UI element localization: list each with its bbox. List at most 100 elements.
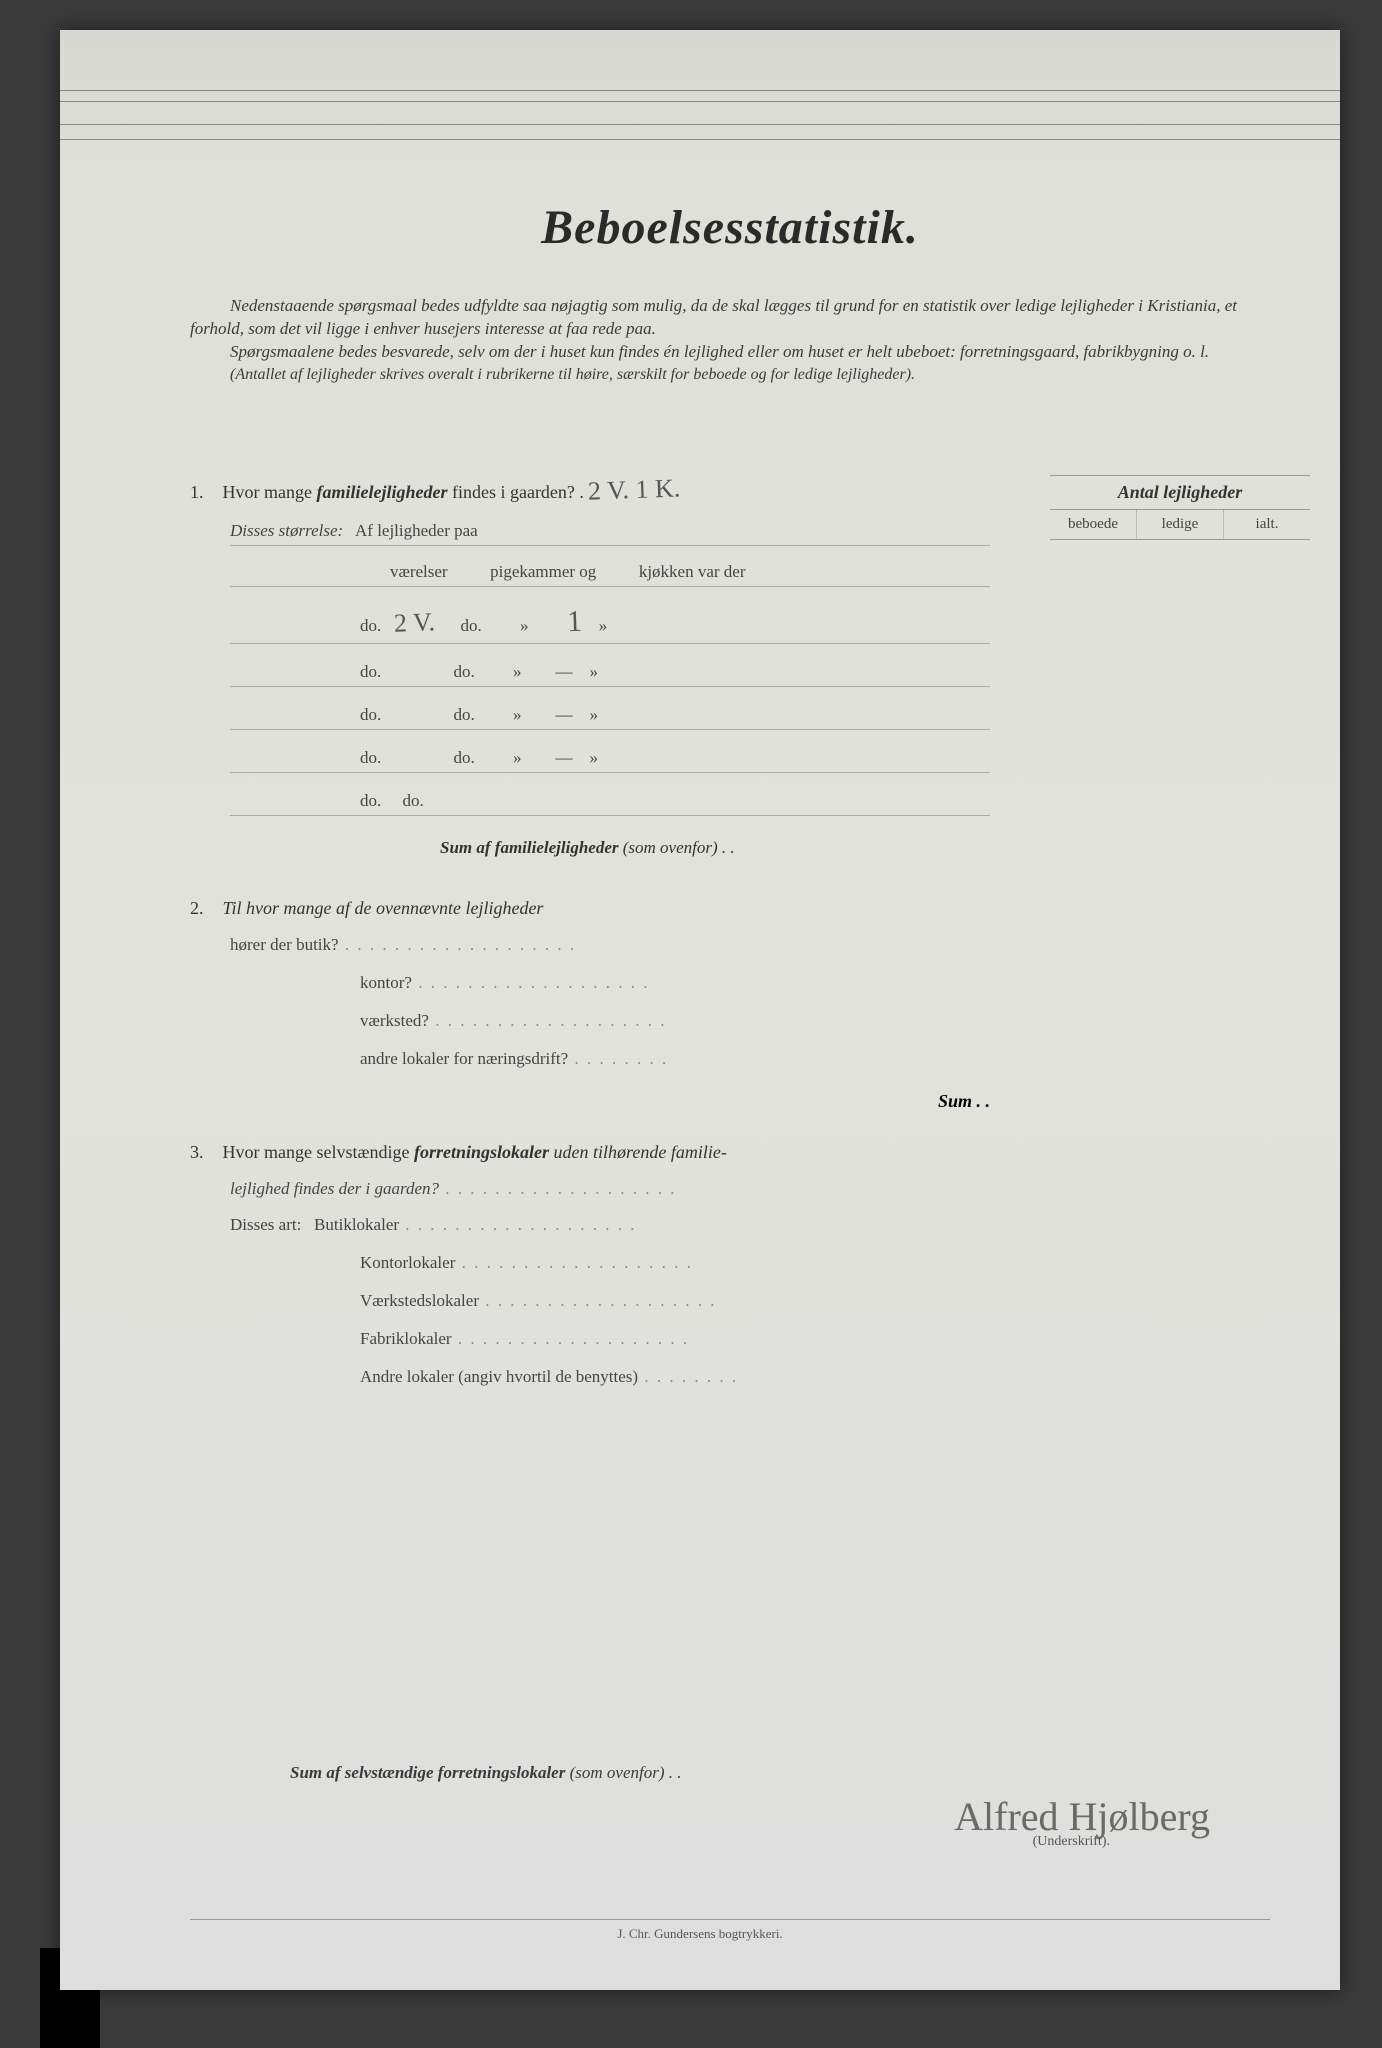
q1-text-b: findes i gaarden? . [447,482,583,502]
rule [230,643,990,644]
top-rules [60,90,1340,140]
q2-vaerksted: værksted? [190,1011,1270,1031]
q1-number: 1. [190,482,218,503]
q2-text: Til hvor mange af de ovennævnte lejlighe… [223,898,544,918]
printer-credit: J. Chr. Gundersens bogtrykkeri. [60,1926,1340,1942]
document-page: Beboelsesstatistik. Nedenstaaende spørgs… [60,30,1340,1990]
page-title: Beboelsesstatistik. [190,200,1270,255]
do-label: do. [360,748,381,767]
form-body: Antal lejligheder beboede ledige ialt. 1… [190,475,1270,1387]
q3-andre-row: Andre lokaler (angiv hvortil de benyttes… [190,1367,1270,1387]
q3-line2-text: lejlighed findes der i gaarden? [230,1179,439,1198]
dots [429,1011,667,1030]
signature-handwritten: Alfred Hjølberg [190,1793,1270,1840]
rule [230,686,990,687]
col-ledige: ledige [1136,510,1223,539]
dots [568,1049,668,1068]
q3-line2: lejlighed findes der i gaarden? [190,1179,1270,1199]
antal-columns: beboede ledige ialt. [1050,510,1310,540]
do-label: do. [360,662,381,681]
row1-hand2: 1 [566,605,582,640]
q2-kontor: kontor? [190,973,1270,993]
q3-kontor: Kontorlokaler [360,1253,455,1272]
q2-vaerksted-label: værksted? [360,1011,429,1030]
q3-vaerk-row: Værkstedslokaler [190,1291,1270,1311]
rule [230,772,990,773]
q3-emph: forretningslokaler [414,1142,549,1162]
q3-kontor-row: Kontorlokaler [190,1253,1270,1273]
sum-familielejligheder: Sum af familielejligheder (som ovenfor) … [190,838,1270,858]
antal-title: Antal lejligheder [1050,475,1310,510]
q3-number: 3. [190,1142,218,1163]
column-headers: værelser pigekammer og kjøkken var der [190,562,1270,582]
hdr-vaerelser: værelser [390,562,448,581]
q1-disses: Disses størrelse: [230,521,343,540]
underskrift-label: (Underskrift). [190,1834,1270,1850]
q3-text-b: uden tilhørende familie- [549,1142,727,1162]
dots [412,973,650,992]
q3-fabrik-row: Fabriklokaler [190,1329,1270,1349]
content-area: Beboelsesstatistik. Nedenstaaende spørgs… [190,200,1270,1387]
sum-fam-label: Sum af familielejligheder [440,838,619,857]
intro-paragraphs: Nedenstaaende spørgsmaal bedes udfyldte … [190,295,1270,385]
rule [230,586,990,587]
do-row-3: do. do. » — » [190,705,1270,725]
row1-hand: 2 V. [393,608,435,639]
q3-fabrik: Fabriklokaler [360,1329,452,1348]
sum-fam-suffix: (som ovenfor) . . [619,838,735,857]
q3-andre: Andre lokaler (angiv hvortil de benyttes… [360,1367,638,1386]
signature-block: Sum af selvstændige forretningslokaler (… [190,1763,1270,1850]
q2-butik: hører der butik? [190,935,1270,955]
rule [230,545,990,546]
do-row-5: do. do. [190,791,1270,811]
question-2: 2. Til hvor mange af de ovennævnte lejli… [190,898,1270,919]
q1-af: Af lejligheder paa [355,521,478,540]
dots [439,1179,677,1198]
question-3: 3. Hvor mange selvstændige forretningslo… [190,1142,1270,1163]
q2-number: 2. [190,898,218,919]
rule [230,815,990,816]
do-row-1: do. 2 V. do. » 1 » [190,605,1270,639]
dots [452,1329,690,1348]
sum-selv-label: Sum af selvstændige forretningslokaler [290,1763,565,1782]
col-ialt: ialt. [1223,510,1310,539]
q3-butik: Butiklokaler [314,1215,399,1234]
q2-andre-label: andre lokaler for næringsdrift? [360,1049,568,1068]
q1-text-a: Hvor mange [223,482,317,502]
dots [399,1215,637,1234]
do-label: do. [360,616,381,635]
rule [230,729,990,730]
antal-header: Antal lejligheder beboede ledige ialt. [1050,475,1310,540]
q1-handwritten: 2 V. 1 K. [588,474,681,507]
do-label: do. [454,662,475,681]
dots [638,1367,738,1386]
do-label: do. [403,791,424,810]
q3-disses-row: Disses art: Butiklokaler [190,1215,1270,1235]
sum-q2: Sum . . [190,1091,1270,1112]
do-label: do. [360,705,381,724]
q2-kontor-label: kontor? [360,973,412,992]
q3-text-a: Hvor mange selvstændige [223,1142,414,1162]
footer-rule [190,1919,1270,1920]
q2-butik-label: hører der butik? [230,935,339,954]
col-beboede: beboede [1050,510,1136,539]
q3-disses: Disses art: [230,1215,301,1234]
dots [339,935,577,954]
sum-selvstaendige: Sum af selvstændige forretningslokaler (… [190,1763,1270,1783]
do-label: do. [454,748,475,767]
do-row-4: do. do. » — » [190,748,1270,768]
hdr-kjokken: kjøkken var der [639,562,746,581]
q2-andre: andre lokaler for næringsdrift? [190,1049,1270,1069]
intro-p2: Spørgsmaalene bedes besvarede, selv om d… [190,341,1270,364]
do-label: do. [460,616,481,635]
do-label: do. [360,791,381,810]
do-label: do. [454,705,475,724]
sum-selv-suffix: (som ovenfor) . . [565,1763,681,1782]
do-row-2: do. do. » — » [190,662,1270,682]
q3-vaerk: Værkstedslokaler [360,1291,479,1310]
dots [479,1291,717,1310]
q1-emph: familielejligheder [316,482,447,502]
intro-p3: (Antallet af lejligheder skrives overalt… [190,364,1270,386]
dots [455,1253,693,1272]
intro-p1: Nedenstaaende spørgsmaal bedes udfyldte … [190,295,1270,341]
